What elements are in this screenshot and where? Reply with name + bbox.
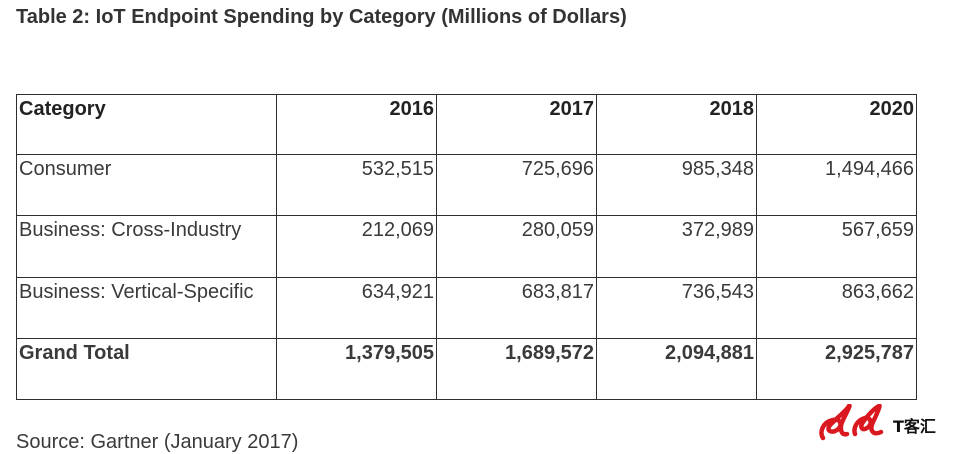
page-title: Table 2: IoT Endpoint Spending by Catego… [16, 6, 627, 28]
source-note: Source: Gartner (January 2017) [16, 431, 299, 453]
total-label: Grand Total [16, 337, 277, 401]
header-2020: 2020 [756, 94, 917, 155]
header-2017: 2017 [436, 94, 597, 155]
total-2020: 2,925,787 [756, 337, 917, 401]
total-2018: 2,094,881 [596, 337, 757, 401]
cell-2016: 634,921 [276, 276, 437, 339]
logo-swirl-2 [852, 404, 884, 437]
row-category: Consumer [16, 153, 277, 217]
cell-2018: 985,348 [596, 153, 757, 217]
total-2017: 1,689,572 [436, 337, 597, 401]
cell-2017: 280,059 [436, 215, 597, 278]
cell-2020: 863,662 [756, 276, 917, 339]
spending-table: Category 2016 2017 2018 2020 Consumer 53… [16, 94, 917, 401]
table-row: Business: Vertical-Specific 634,921 683,… [16, 276, 917, 339]
table-row: Business: Cross-Industry 212,069 280,059… [16, 215, 917, 278]
header-2016: 2016 [276, 94, 437, 155]
total-2016: 1,379,505 [276, 337, 437, 401]
header-category: Category [16, 94, 277, 155]
cell-2016: 532,515 [276, 153, 437, 217]
cell-2017: 725,696 [436, 153, 597, 217]
watermark-text: T客汇 [893, 417, 936, 436]
cell-2017: 683,817 [436, 276, 597, 339]
row-category: Business: Vertical-Specific [16, 276, 277, 339]
cell-2016: 212,069 [276, 215, 437, 278]
row-category: Business: Cross-Industry [16, 215, 277, 278]
cell-2020: 1,494,466 [756, 153, 917, 217]
watermark-logo [819, 404, 884, 441]
cell-2020: 567,659 [756, 215, 917, 278]
table-row: Consumer 532,515 725,696 985,348 1,494,4… [16, 153, 917, 217]
cell-2018: 372,989 [596, 215, 757, 278]
grand-total-row: Grand Total 1,379,505 1,689,572 2,094,88… [16, 337, 917, 401]
cell-2018: 736,543 [596, 276, 757, 339]
table-header-row: Category 2016 2017 2018 2020 [16, 94, 917, 155]
header-2018: 2018 [596, 94, 757, 155]
logo-swirl-1 [819, 404, 852, 441]
